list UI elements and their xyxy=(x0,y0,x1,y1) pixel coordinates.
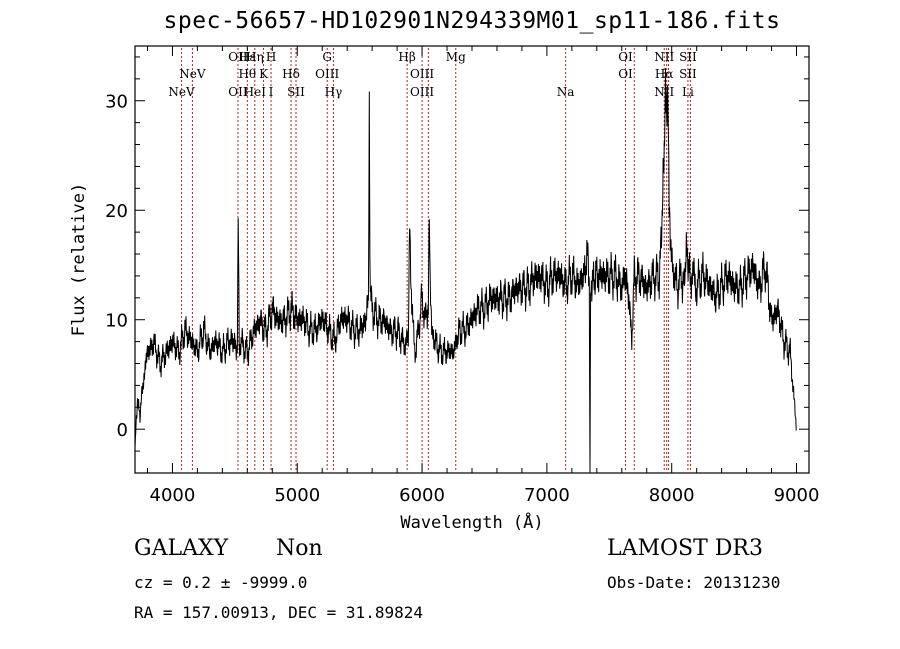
observation-date: Obs-Date: 20131230 xyxy=(607,573,781,592)
x-tick-label: 6000 xyxy=(399,485,445,506)
line-label: HeI xyxy=(244,85,267,99)
x-tick-label: 9000 xyxy=(774,485,820,506)
y-tick-label: 20 xyxy=(105,201,128,222)
x-tick-label: 7000 xyxy=(524,485,570,506)
spectral-line-labels: NeVNeVOIIOIIHεHθHηHeIKHIHδSIIGOIIIHγHβOI… xyxy=(168,50,697,99)
ra-dec: RA = 157.00913, DEC = 31.89824 xyxy=(134,603,423,622)
line-label: NeV xyxy=(168,85,195,99)
line-label: Hη xyxy=(246,50,264,64)
x-tick-label: 5000 xyxy=(274,485,320,506)
x-tick-label: 4000 xyxy=(150,485,196,506)
line-label: SII xyxy=(679,50,697,64)
survey-name: LAMOST DR3 xyxy=(607,536,763,561)
flux-line xyxy=(134,68,797,473)
line-label: Na xyxy=(557,85,575,99)
line-label: SII xyxy=(679,67,697,81)
plot-axes: 4000 5000 6000 7000 8000 9000 0 10 20 30 Wavelengt… xyxy=(69,46,819,533)
chart-title: spec-56657-HD102901N294339M01_sp11-186.f… xyxy=(163,8,781,34)
x-tick-label: 8000 xyxy=(649,485,695,506)
object-subclass: Non xyxy=(276,536,323,561)
line-label: OI xyxy=(618,67,633,81)
line-label: NII xyxy=(654,85,674,99)
line-label: Hδ xyxy=(282,67,300,81)
line-label: Mg xyxy=(446,50,466,64)
y-tick-label: 10 xyxy=(105,311,128,332)
line-label: G xyxy=(322,50,332,64)
line-label: I xyxy=(269,85,274,99)
line-label: NeV xyxy=(179,67,206,81)
line-label: SII xyxy=(287,85,305,99)
object-type: GALAXY xyxy=(134,536,229,561)
line-label: OI xyxy=(618,50,633,64)
line-label: OII xyxy=(228,50,248,64)
line-label: Li xyxy=(682,85,694,99)
redshift-cz: cz = 0.2 ± -9999.0 xyxy=(134,573,308,592)
line-label: Hθ xyxy=(238,67,256,81)
spectral-line-markers xyxy=(181,48,691,472)
line-label: Hε xyxy=(239,50,256,64)
line-label: OIII xyxy=(410,67,434,81)
line-label: OIII xyxy=(410,85,434,99)
line-label: Hγ xyxy=(325,85,343,99)
line-label: NII xyxy=(654,50,674,64)
y-axis-label: Flux (relative) xyxy=(69,183,89,337)
x-axis-label: Wavelength (Å) xyxy=(400,511,543,533)
line-label: K xyxy=(259,67,269,81)
line-label: Hα xyxy=(655,67,674,81)
y-tick-label: 0 xyxy=(117,420,128,441)
y-tick-label: 30 xyxy=(105,92,128,113)
line-label: OIII xyxy=(315,67,339,81)
line-label: H xyxy=(266,50,276,64)
line-label: OII xyxy=(228,85,248,99)
spectrum-series xyxy=(134,68,797,473)
line-label: Hβ xyxy=(398,50,415,64)
plot-frame xyxy=(134,45,810,474)
